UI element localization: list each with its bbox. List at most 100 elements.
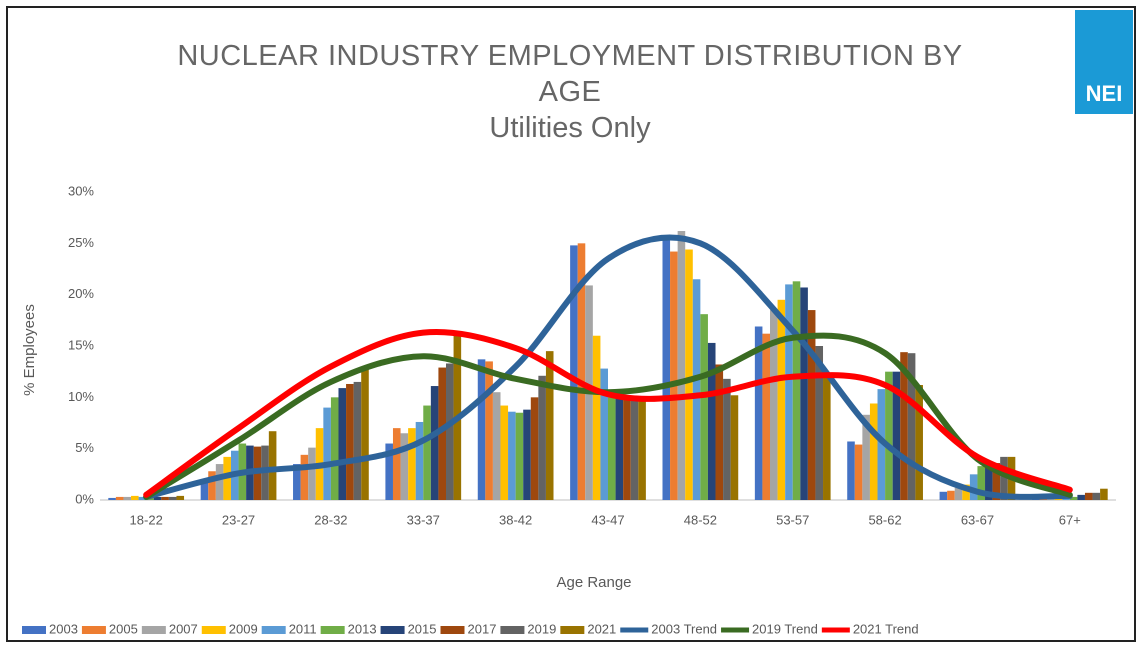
bar <box>392 428 401 500</box>
bar <box>969 474 978 500</box>
bar <box>792 281 801 500</box>
y-tick-label: 30% <box>68 183 94 198</box>
x-axis-label: Age Range <box>556 574 631 591</box>
bar <box>692 279 701 500</box>
bar <box>545 351 554 500</box>
bar <box>123 496 132 500</box>
bar <box>538 375 546 500</box>
y-tick-label: 15% <box>68 337 94 352</box>
bar <box>877 389 886 500</box>
bar <box>215 464 224 500</box>
y-tick-label: 20% <box>68 286 94 301</box>
bar <box>415 421 424 500</box>
legend-swatch <box>201 626 226 634</box>
bar <box>677 231 686 500</box>
bar <box>754 326 763 500</box>
bar <box>707 342 716 500</box>
y-axis-label: % Employees <box>21 304 38 396</box>
bar <box>1100 488 1108 500</box>
bar <box>508 411 516 500</box>
bar <box>438 367 446 500</box>
bar <box>200 479 209 500</box>
bar <box>907 353 916 500</box>
bar <box>308 447 316 500</box>
bar <box>131 495 139 500</box>
y-tick-label: 5% <box>75 440 94 455</box>
bar <box>685 249 693 500</box>
legend-swatch <box>81 626 106 634</box>
trend-line <box>143 332 1073 500</box>
bar <box>108 497 116 500</box>
bar <box>854 444 863 500</box>
bar <box>847 441 855 500</box>
bar <box>423 405 431 500</box>
bar <box>361 366 369 500</box>
bar <box>176 495 185 500</box>
bar <box>138 496 147 500</box>
bar <box>615 397 624 500</box>
legend-label: 2013 <box>348 621 377 636</box>
bar <box>168 496 177 500</box>
legend-label: 2011 <box>289 621 317 636</box>
bar <box>1084 492 1093 500</box>
legend-label: 2005 <box>109 621 138 636</box>
frame <box>6 6 1136 642</box>
bar <box>323 407 331 500</box>
legend-label: 2007 <box>169 621 198 636</box>
legend-label: 2019 Trend <box>752 621 818 636</box>
bar <box>293 464 301 500</box>
legend-label: 2015 <box>408 621 437 636</box>
legend-swatch <box>261 626 286 634</box>
bar <box>730 395 739 500</box>
bar <box>1092 492 1101 500</box>
x-tick-label: 53-57 <box>776 512 809 527</box>
bar <box>485 361 493 500</box>
bar <box>723 378 731 500</box>
bar <box>346 383 354 500</box>
bar <box>523 409 531 500</box>
bar <box>570 245 578 500</box>
trend-line <box>143 329 1073 498</box>
bar <box>777 299 786 500</box>
chart-subtitle: Utilities Only <box>489 112 651 144</box>
bar <box>670 251 678 500</box>
x-tick-label: 23-27 <box>222 512 255 527</box>
bar <box>900 352 908 500</box>
bar <box>962 484 970 500</box>
bar <box>885 371 893 500</box>
bar <box>1000 456 1008 500</box>
x-tick-label: 48-52 <box>684 512 717 527</box>
bar <box>338 388 347 500</box>
y-tick-label: 10% <box>68 389 94 404</box>
bar <box>300 454 309 500</box>
legend-swatch <box>560 626 585 634</box>
trend-line <box>143 234 1073 500</box>
bar <box>1054 498 1063 500</box>
bar <box>161 496 169 500</box>
bar <box>1069 496 1078 500</box>
bar <box>1077 494 1085 500</box>
legend-label: 2019 <box>527 621 556 636</box>
legend-label: 2009 <box>229 621 258 636</box>
bar <box>268 431 277 500</box>
bar <box>807 310 816 500</box>
bar <box>977 466 986 500</box>
bar <box>862 414 870 500</box>
legend-label: 2021 <box>587 621 616 636</box>
bar <box>408 428 416 500</box>
bar <box>530 397 539 500</box>
bar <box>400 433 409 500</box>
legend-swatch <box>380 626 405 634</box>
bar <box>330 397 339 500</box>
logo: NEI <box>1075 10 1133 114</box>
bar <box>785 284 793 500</box>
bar <box>353 381 362 500</box>
legend-label: 2017 <box>468 621 497 636</box>
bar <box>430 386 439 500</box>
x-tick-label: 28-32 <box>314 512 347 527</box>
bar <box>700 314 708 500</box>
chart-title: NUCLEAR INDUSTRY EMPLOYMENT DISTRIBUTION… <box>177 40 963 108</box>
x-tick-label: 58-62 <box>868 512 901 527</box>
